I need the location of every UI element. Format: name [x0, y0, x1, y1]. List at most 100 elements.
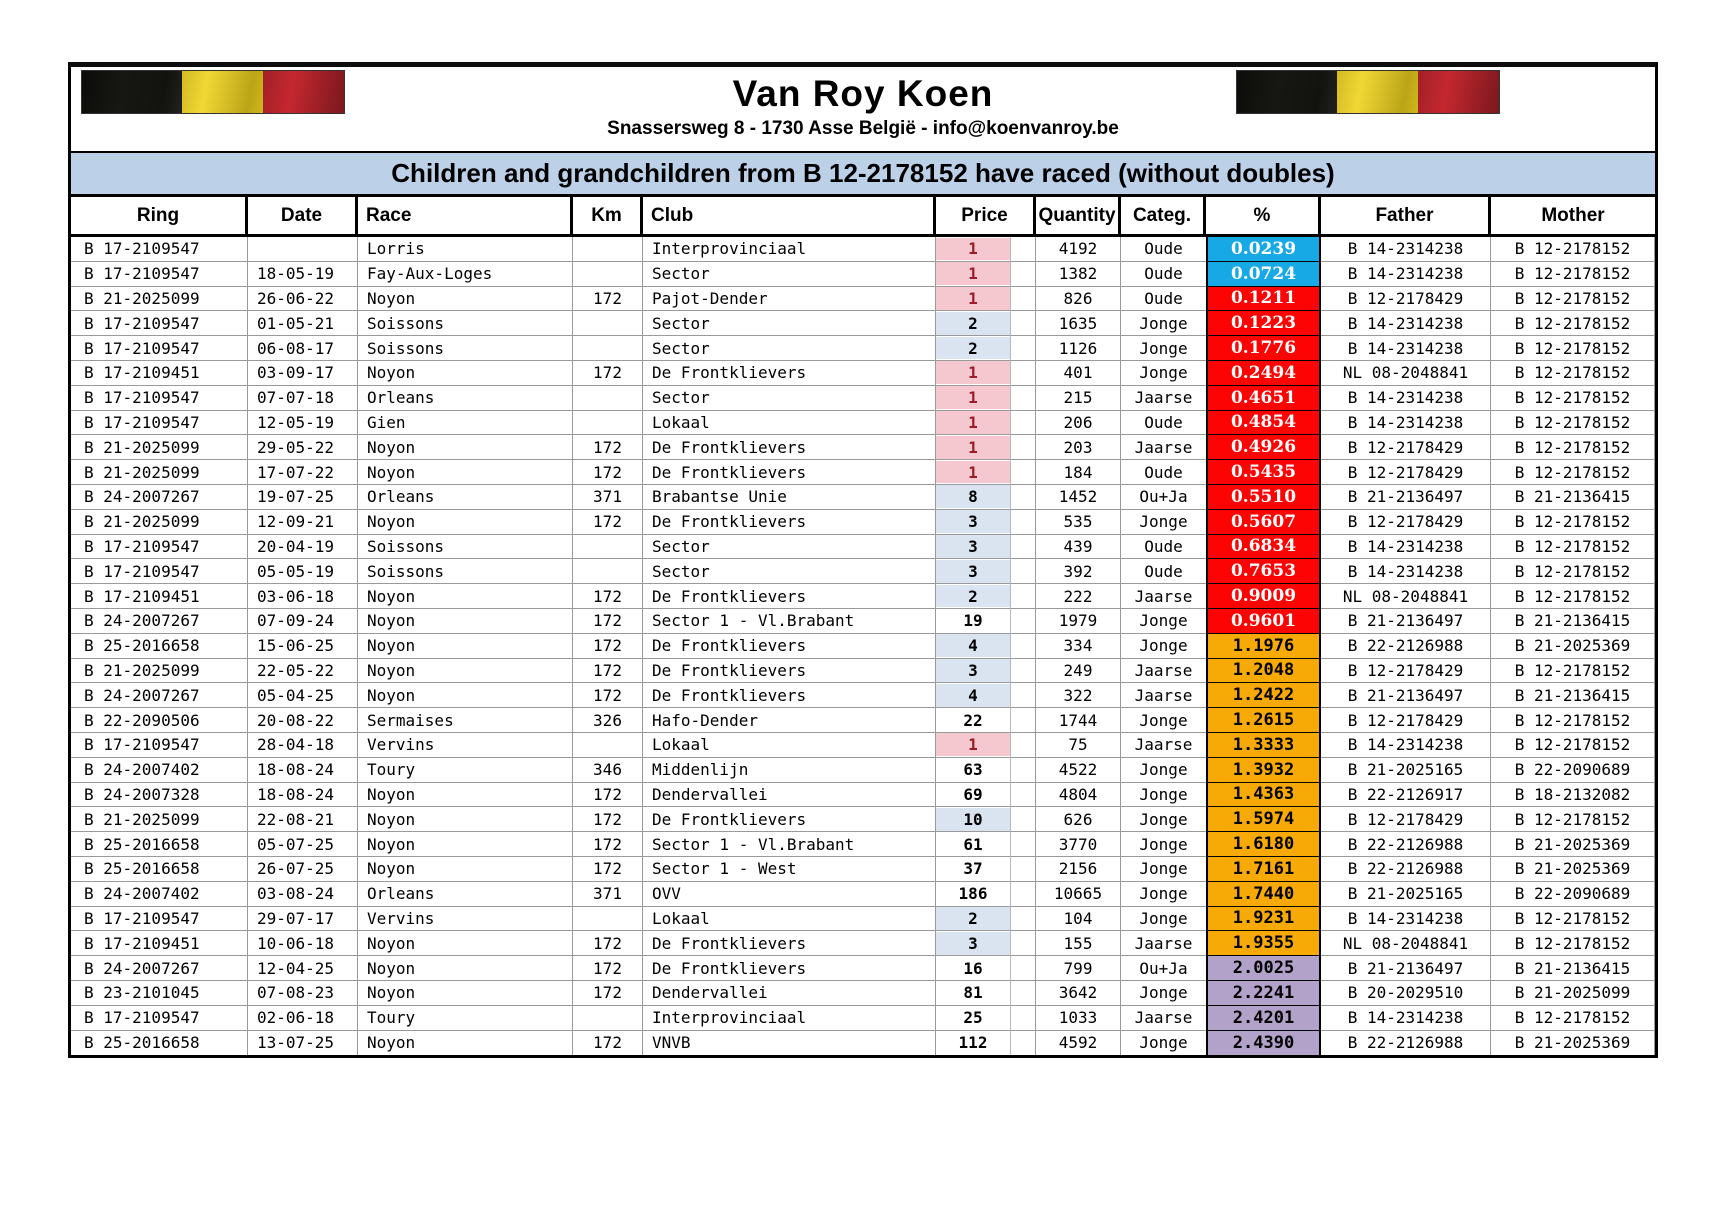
- cell-price-spacer: [1011, 460, 1036, 485]
- cell-km: [573, 237, 643, 262]
- cell-ring: B 21-2025099: [71, 286, 248, 312]
- cell-father: B 14-2314238: [1321, 237, 1491, 262]
- price-value: 1: [936, 460, 1010, 484]
- cell-categ: Jaarse: [1121, 435, 1206, 461]
- price-value: 186: [958, 884, 988, 904]
- cell-father: B 12-2178429: [1321, 658, 1491, 684]
- cell-quantity: 203: [1036, 435, 1121, 461]
- cell-date: 15-06-25: [248, 633, 358, 659]
- cell-race: Noyon: [358, 832, 573, 857]
- cell-race: Vervins: [358, 906, 573, 932]
- cell-father: B 21-2136497: [1321, 484, 1491, 510]
- cell-ring: B 21-2025099: [71, 460, 248, 485]
- cell-club: OVV: [643, 881, 936, 907]
- table-row: B 17-2109451 10-06-18 Noyon 172 De Frontklie…: [71, 931, 1655, 957]
- cell-price: 69: [936, 782, 1011, 808]
- cell-categ: Jonge: [1121, 758, 1206, 783]
- column-header-price: Price: [936, 197, 1036, 237]
- cell-quantity: 1452: [1036, 484, 1121, 510]
- cell-price: 112: [936, 1030, 1011, 1056]
- cell-date: 18-05-19: [248, 261, 358, 287]
- cell-price: 37: [936, 856, 1011, 882]
- cell-price: 3: [936, 509, 1011, 535]
- cell-km: [573, 385, 643, 411]
- cell-mother: B 12-2178152: [1491, 311, 1655, 337]
- cell-ring: B 17-2109547: [71, 336, 248, 361]
- cell-mother: B 21-2136415: [1491, 683, 1655, 709]
- cell-quantity: 155: [1036, 931, 1121, 957]
- cell-mother: B 12-2178152: [1491, 460, 1655, 485]
- cell-categ: Jonge: [1121, 361, 1206, 386]
- flag-stripe-black: [82, 71, 182, 113]
- cell-price: 61: [936, 832, 1011, 857]
- cell-percent: 1.2422: [1206, 683, 1321, 709]
- cell-father: NL 08-2048841: [1321, 584, 1491, 609]
- cell-percent: 0.9601: [1206, 608, 1321, 634]
- cell-ring: B 24-2007267: [71, 683, 248, 709]
- cell-categ: Oude: [1121, 237, 1206, 262]
- cell-mother: B 12-2178152: [1491, 336, 1655, 361]
- cell-categ: Jonge: [1121, 311, 1206, 337]
- cell-father: B 22-2126988: [1321, 856, 1491, 882]
- cell-father: B 14-2314238: [1321, 534, 1491, 560]
- cell-price-spacer: [1011, 1030, 1036, 1056]
- column-header-quantity: Quantity: [1036, 197, 1121, 237]
- cell-father: B 12-2178429: [1321, 435, 1491, 461]
- price-value: 1: [936, 411, 1010, 434]
- cell-percent: 0.1211: [1206, 286, 1321, 312]
- cell-date: 01-05-21: [248, 311, 358, 337]
- cell-ring: B 17-2109547: [71, 261, 248, 287]
- cell-father: B 22-2126988: [1321, 633, 1491, 659]
- cell-km: [573, 906, 643, 932]
- cell-price-spacer: [1011, 807, 1036, 833]
- cell-race: Noyon: [358, 782, 573, 808]
- cell-father: B 22-2126917: [1321, 782, 1491, 808]
- cell-price: 3: [936, 534, 1011, 560]
- cell-father: B 22-2126988: [1321, 832, 1491, 857]
- cell-price: 1: [936, 237, 1011, 262]
- cell-percent: 0.2494: [1206, 360, 1321, 386]
- cell-date: 03-08-24: [248, 881, 358, 907]
- cell-price-spacer: [1011, 832, 1036, 857]
- cell-mother: B 12-2178152: [1491, 906, 1655, 932]
- cell-quantity: 322: [1036, 683, 1121, 709]
- cell-percent: 0.1223: [1206, 311, 1321, 337]
- table-row: B 17-2109547 28-04-18 Vervins Lokaal 1 75 Jaar…: [71, 732, 1655, 758]
- cell-race: Gien: [358, 410, 573, 436]
- price-value: 2: [936, 336, 1010, 360]
- price-value: 1: [936, 287, 1010, 310]
- cell-percent: 1.6180: [1206, 832, 1321, 857]
- cell-father: B 14-2314238: [1321, 336, 1491, 361]
- cell-club: Middenlijn: [643, 757, 936, 783]
- cell-date: 19-07-25: [248, 484, 358, 510]
- column-header-mother: Mother: [1491, 197, 1655, 237]
- cell-quantity: 3770: [1036, 832, 1121, 857]
- cell-price: 10: [936, 807, 1011, 833]
- cell-price-spacer: [1011, 286, 1036, 312]
- cell-quantity: 626: [1036, 807, 1121, 833]
- cell-km: 172: [573, 658, 643, 684]
- table-row: B 17-2109451 03-09-17 Noyon 172 De Frontklie…: [71, 360, 1655, 386]
- cell-quantity: 3642: [1036, 980, 1121, 1006]
- cell-father: B 14-2314238: [1321, 559, 1491, 585]
- cell-father: B 14-2314238: [1321, 261, 1491, 287]
- cell-price: 1: [936, 460, 1011, 485]
- cell-date: [248, 237, 358, 262]
- cell-date: 12-09-21: [248, 509, 358, 535]
- cell-quantity: 2156: [1036, 856, 1121, 882]
- cell-ring: B 22-2090506: [71, 708, 248, 733]
- price-value: 1: [936, 386, 1010, 410]
- column-header-club: Club: [643, 197, 936, 237]
- table-row: B 17-2109547 12-05-19 Gien Lokaal 1 206 Oude 0.…: [71, 410, 1655, 436]
- address-line: Snassersweg 8 - 1730 Asse België - info@…: [607, 118, 1119, 139]
- cell-club: Hafo-Dender: [643, 708, 936, 733]
- cell-quantity: 10665: [1036, 881, 1121, 907]
- cell-race: Noyon: [358, 807, 573, 833]
- cell-quantity: 334: [1036, 633, 1121, 659]
- cell-km: 172: [573, 980, 643, 1006]
- cell-percent: 1.4363: [1206, 782, 1321, 808]
- cell-quantity: 799: [1036, 956, 1121, 981]
- cell-price: 4: [936, 683, 1011, 709]
- cell-race: Toury: [358, 1005, 573, 1031]
- table-row: B 25-2016658 26-07-25 Noyon 172 Sector 1 - W…: [71, 856, 1655, 882]
